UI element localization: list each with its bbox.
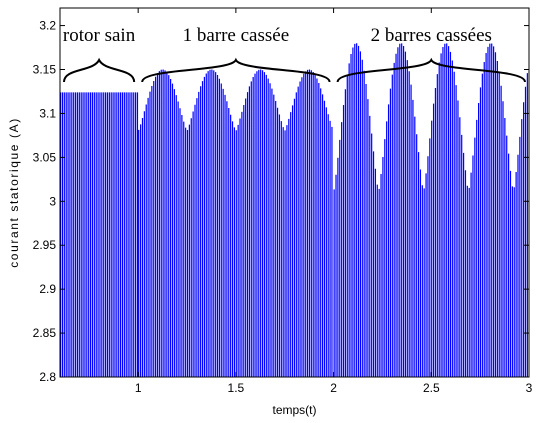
y-tick-label: 2.95 bbox=[33, 238, 57, 252]
y-tick-label: 2.9 bbox=[39, 282, 56, 296]
current-signal-line bbox=[59, 43, 528, 377]
annotations: rotor sain 1 barre cassée 2 barres cassées bbox=[63, 25, 526, 83]
x-tick-label: 2.5 bbox=[423, 381, 440, 395]
x-axis-label: temps(t) bbox=[272, 403, 316, 417]
annotation-brace bbox=[336, 57, 526, 83]
annotation-label: 2 barres cassées bbox=[371, 25, 492, 46]
y-tick-label: 3.2 bbox=[39, 19, 56, 33]
x-axis: 1 1.5 2 2.5 3 bbox=[135, 8, 533, 395]
x-tick-label: 3 bbox=[526, 381, 533, 395]
y-tick-label: 3 bbox=[49, 194, 56, 208]
y-tick-label: 3.1 bbox=[39, 106, 56, 120]
y-tick-label: 2.8 bbox=[39, 370, 56, 384]
plot-frame bbox=[59, 7, 530, 378]
y-tick-label: 3.05 bbox=[33, 150, 57, 164]
y-tick-label: 2.85 bbox=[33, 326, 57, 340]
annotation-brace bbox=[141, 57, 331, 83]
x-tick-label: 1.5 bbox=[228, 381, 245, 395]
annotation-label: rotor sain bbox=[63, 25, 136, 46]
x-tick-label: 1 bbox=[135, 381, 142, 395]
plot-data-series bbox=[59, 43, 528, 377]
y-tick-label: 3.15 bbox=[33, 63, 57, 77]
y-axis: 2.8 2.85 2.9 2.95 3 3.05 3.1 3.15 3.2 bbox=[33, 19, 529, 384]
annotation-label: 1 barre cassée bbox=[183, 25, 290, 46]
annotation-brace bbox=[63, 57, 136, 83]
x-tick-label: 2 bbox=[330, 381, 337, 395]
y-axis-label: courant statorique (A) bbox=[7, 117, 21, 268]
